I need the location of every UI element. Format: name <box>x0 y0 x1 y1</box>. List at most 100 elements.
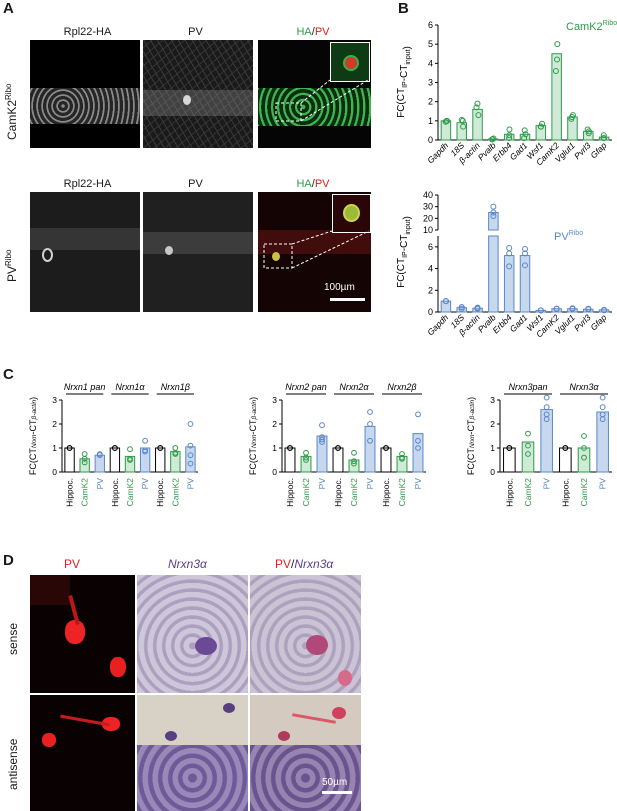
image-pv-merge: 100µm <box>258 192 371 312</box>
c-ytick-label: 1 <box>272 443 277 453</box>
merge-ha: HA <box>296 26 311 38</box>
c-bar <box>522 442 534 472</box>
b-top-xtick-label: Gfap <box>588 140 608 160</box>
c-point <box>368 410 373 415</box>
merge-pv-2: PV <box>315 178 330 190</box>
c-xtick-label: Hippoc. <box>504 478 514 507</box>
b-bot-ytick-label: 0 <box>428 307 433 317</box>
c-ytick-label: 1 <box>490 443 495 453</box>
c-xtick-label: PV <box>365 478 375 490</box>
col-title-d-nrxn: Nrxn3α <box>168 557 207 571</box>
c-bar <box>171 452 180 472</box>
c-point <box>526 431 531 436</box>
c-ytick-label: 3 <box>490 395 495 405</box>
chart-c-nrxn1: FC(CTNrxn-CTβ-actin)0123Nrxn1 panHippoc.… <box>28 382 198 507</box>
c-bar <box>541 410 553 472</box>
c-bar <box>504 448 516 472</box>
c-ytick-label: 2 <box>490 419 495 429</box>
c-bar <box>597 412 609 472</box>
image-camk2-rpl22 <box>30 40 140 148</box>
c-point <box>600 405 605 410</box>
c-bar <box>333 448 343 472</box>
b-bot-point <box>507 245 512 250</box>
c-bar <box>125 456 134 472</box>
c-bar <box>186 447 195 472</box>
chart-c-nrxn3: FC(CTNrxn-CTβ-actin)0123Nrxn3panHippoc. C… <box>466 382 612 507</box>
c-xtick-label: Hippoc. <box>333 478 343 507</box>
b-top-point <box>555 42 560 47</box>
image-sense-merge <box>250 575 361 693</box>
b-top-ytick-label: 3 <box>428 78 433 88</box>
c-xtick-label: Hippoc. <box>560 478 570 507</box>
image-antisense-pv <box>30 695 135 811</box>
image-antisense-merge: 50µm <box>250 695 361 811</box>
c-xtick-label: CamK2 <box>579 478 589 507</box>
b-top-point <box>507 127 512 132</box>
b-top-ytick-label: 1 <box>428 116 433 126</box>
scalebar-d <box>322 791 352 794</box>
chart-b-bottom: 024610203040Gapdh18Sβ-actinPvalbErbb4Gad… <box>423 190 612 339</box>
merge-ha-2: HA <box>296 178 311 190</box>
c-xtick-label: CamK2 <box>349 478 359 507</box>
b-bot-bar <box>520 256 529 312</box>
c-group-title: Nrxn1α <box>115 382 145 392</box>
b-bot-ytick-label: 40 <box>423 190 433 200</box>
col-title-merge: HA/PV <box>258 26 368 38</box>
panel-label-a: A <box>3 0 14 17</box>
c-xtick-label: PV <box>317 478 327 490</box>
c-xtick-label: Hippoc. <box>381 478 391 507</box>
col-title-d-pv: PV <box>64 557 80 571</box>
c-bar <box>365 426 375 472</box>
row-label-pv: PVRibo <box>4 282 24 302</box>
c-bar <box>110 448 119 472</box>
c-point <box>188 422 193 427</box>
panel-label-d: D <box>3 552 14 569</box>
c-bar <box>413 434 423 472</box>
c-xtick-label: PV <box>185 478 195 490</box>
b-top-ytick-label: 0 <box>428 135 433 145</box>
c-point <box>173 446 178 451</box>
col-title-pv-row2: PV <box>143 178 248 190</box>
image-sense-pv <box>30 575 135 693</box>
c-group-title: Nrxn2β <box>387 382 416 392</box>
panel-b-charts: 0123456Gapdh18Sβ-actinPvalbErbb4Gad1Wsf1… <box>388 0 617 345</box>
c-point <box>352 450 357 455</box>
c-point <box>600 395 605 400</box>
c-point <box>544 405 549 410</box>
b-top-ytick-label: 2 <box>428 97 433 107</box>
col-title-d-merge: PV/Nrxn3α <box>275 557 333 571</box>
b-top-ytick-label: 4 <box>428 58 433 68</box>
c-point <box>368 422 373 427</box>
c-ytick-label: 0 <box>52 467 57 477</box>
c-point <box>304 450 309 455</box>
c-bar <box>381 448 391 472</box>
c-xtick-label: Hippoc. <box>65 478 75 507</box>
c-ylabel: FC(CTNrxn-CTβ-actin) <box>248 397 258 475</box>
row2-label-text: PV <box>5 266 19 282</box>
scalebar-a <box>330 298 365 301</box>
b-top-legend: CamK2Ribo <box>566 20 617 33</box>
c-xtick-label: CamK2 <box>125 478 135 507</box>
b-bot-point <box>491 204 496 209</box>
c-point <box>582 434 587 439</box>
b-bot-xtick-label: Gfap <box>588 312 608 332</box>
c-group-title: Nrxn3pan <box>508 382 547 392</box>
b-bot-xtick-label: Pvrl3 <box>572 312 593 333</box>
c-bar <box>285 448 295 472</box>
c-group-title: Nrxn1 pan <box>64 382 106 392</box>
row-label-camk2: CamK2Ribo <box>4 140 24 160</box>
b-bot-ytick-label: 30 <box>423 202 433 212</box>
row1-label-text: CamK2 <box>5 100 19 140</box>
c-ytick-label: 2 <box>52 419 57 429</box>
c-ytick-label: 0 <box>490 467 495 477</box>
c-point <box>143 438 148 443</box>
c-xtick-label: CamK2 <box>523 478 533 507</box>
c-point <box>416 412 421 417</box>
b-bot-legend: PVRibo <box>554 230 583 243</box>
c-point <box>128 447 133 452</box>
image-sense-nrxn <box>137 575 248 693</box>
image-camk2-pv <box>143 40 253 148</box>
b-bot-ytick-label: 2 <box>428 285 433 295</box>
c-point <box>82 452 87 457</box>
c-bar <box>156 448 165 472</box>
